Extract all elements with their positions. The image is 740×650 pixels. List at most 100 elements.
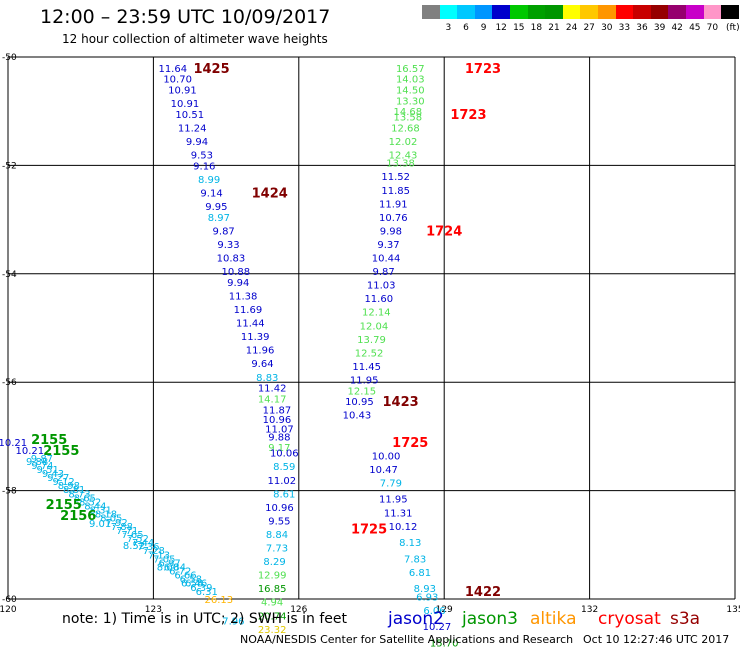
footer-note: note: 1) Time is in UTC; 2) SWH is in fe… (62, 611, 348, 627)
pass-number-label: 1725 (392, 436, 428, 451)
timestamp: Oct 10 12:27:46 UTC 2017 (583, 633, 730, 646)
legend-unit: (ft) (726, 23, 740, 33)
axis-ticks: 120 123 126 129 132 135 -50 -52 -54 -56 -58 -60 (0, 53, 740, 615)
wave-height-label: 8.99 (198, 175, 220, 186)
grid-lines (7, 56, 736, 600)
wave-height-label: 10.44 (372, 254, 401, 265)
wave-height-label: 10.21 (15, 446, 44, 457)
wave-height-label: 11.03 (367, 281, 396, 292)
legend-swatch (527, 5, 546, 19)
wave-height-label: 11.91 (379, 199, 408, 210)
wave-height-label: 13.58 (394, 113, 423, 124)
wave-height-label: 9.87 (213, 226, 235, 237)
wave-height-label: 12.99 (258, 571, 287, 582)
wave-height-label: 6.66 (174, 571, 196, 582)
wave-height-label: 11.44 (236, 319, 265, 330)
wave-height-label: 9.94 (186, 137, 208, 148)
pass-number-label: 1723 (450, 108, 486, 123)
wave-height-label: 16.57 (396, 64, 425, 75)
wave-height-label: 8.29 (263, 557, 285, 568)
pass-number-label: 1724 (426, 224, 462, 239)
wave-height-label: 13.38 (386, 159, 415, 170)
pass-number-label: 2156 (60, 509, 96, 524)
wave-height-label: 9.88 (26, 457, 48, 468)
wave-height-label: 11.39 (241, 332, 270, 343)
wave-height-label: 6.06 (423, 606, 445, 617)
wave-height-label: 8.73 (68, 489, 90, 500)
data-points: 11.6410.7010.9110.9110.5111.249.949.539.… (0, 64, 459, 650)
wave-height-label: 9.53 (191, 151, 213, 162)
satellite-legend-cryosat: cryosat (598, 609, 661, 629)
x-tick-label: 123 (145, 605, 162, 615)
legend-swatch-label: 18 (530, 23, 543, 33)
wave-height-label: 8.84 (266, 530, 288, 541)
wave-height-label: 10.95 (345, 397, 374, 408)
wave-height-label: 11.60 (364, 294, 393, 305)
wave-height-label: 8.65 (74, 493, 96, 504)
satellite-legend-s3a: s3a (670, 609, 701, 629)
pass-number-label: 2155 (31, 433, 67, 448)
wave-height-label: 11.52 (381, 172, 410, 183)
y-tick-label: -54 (2, 270, 17, 280)
wave-height-label: 8.97 (208, 213, 230, 224)
wave-height-label: 9.95 (205, 202, 227, 213)
wave-height-label: 12.04 (360, 321, 389, 332)
dense-track: 9.889.749.519.439.279.128.988.818.738.65… (26, 457, 218, 598)
satellite-legend-jason2: jason2 (388, 609, 444, 629)
legend-swatch (650, 5, 669, 19)
wave-height-label: 12.68 (391, 123, 420, 134)
wave-height-label: 11.69 (234, 305, 263, 316)
wave-height-label: 11.64 (158, 64, 187, 75)
wave-height-label: 9.87 (31, 454, 53, 465)
pass-number-label: 2155 (46, 498, 82, 513)
wave-height-label: 9.01 (89, 519, 111, 530)
wave-height-label: 11.02 (268, 476, 297, 487)
pass-number-label: 2155 (43, 444, 79, 459)
wave-height-label: 7.92 (105, 518, 127, 529)
x-tick-label: 135 (726, 605, 740, 615)
legend-swatch (439, 5, 458, 19)
wave-height-label: 9.51 (37, 465, 59, 476)
wave-height-label: 13.30 (396, 96, 425, 107)
wave-height-label: 7.44 (132, 538, 154, 549)
pass-number-label: 1424 (252, 187, 288, 202)
wave-height-label: 8.13 (399, 538, 421, 549)
wave-height-label: 11.31 (384, 508, 413, 519)
wave-height-label: 8.81 (63, 485, 85, 496)
wave-height-label: 11.42 (258, 384, 287, 395)
legend-swatch-label: 70 (706, 23, 719, 33)
legend-swatch (721, 5, 739, 19)
wave-height-label: 11.24 (178, 123, 207, 134)
legend-swatch-label: 6 (463, 23, 469, 33)
wave-height-label: 10.51 (175, 110, 204, 121)
legend-swatch (598, 5, 616, 19)
wave-height-label: 11.87 (263, 405, 292, 416)
wave-height-label: 20.74 (258, 611, 287, 622)
wave-height-label: 23.32 (258, 625, 287, 636)
wave-height-label: 7.13 (148, 550, 170, 561)
legend-swatch (457, 5, 475, 19)
legend-swatch (703, 5, 722, 19)
pass-number-label: 1425 (193, 62, 229, 77)
wave-height-label: 9.37 (377, 240, 399, 251)
chart-title: 12:00 – 23:59 UTC 10/09/2017 (40, 6, 331, 28)
wave-height-label: 6.39 (190, 583, 212, 594)
wave-height-label: 15.70 (430, 638, 459, 649)
wave-height-label: 8.44 (84, 502, 106, 513)
pass-labels: 1425 1424 1723 1723 1724 1423 1725 1725 1422 2155… (31, 62, 501, 600)
legend-swatch (510, 5, 528, 19)
wave-height-label: 11.45 (352, 362, 381, 373)
x-tick-label: 129 (436, 605, 453, 615)
legend-swatch (492, 5, 510, 19)
wave-height-label: 11.38 (229, 291, 258, 302)
wave-height-label: 10.00 (372, 451, 401, 462)
legend-swatch-label: 33 (618, 23, 631, 33)
y-tick-label: -52 (2, 161, 17, 171)
wave-height-label: 11.96 (246, 346, 275, 357)
wave-height-label: 9.55 (268, 516, 290, 527)
wave-height-label: 9.88 (268, 432, 290, 443)
wave-height-label: 7.05 (153, 554, 175, 565)
wave-height-label: 14.03 (396, 75, 425, 86)
wave-height-label: 9.33 (217, 240, 239, 251)
